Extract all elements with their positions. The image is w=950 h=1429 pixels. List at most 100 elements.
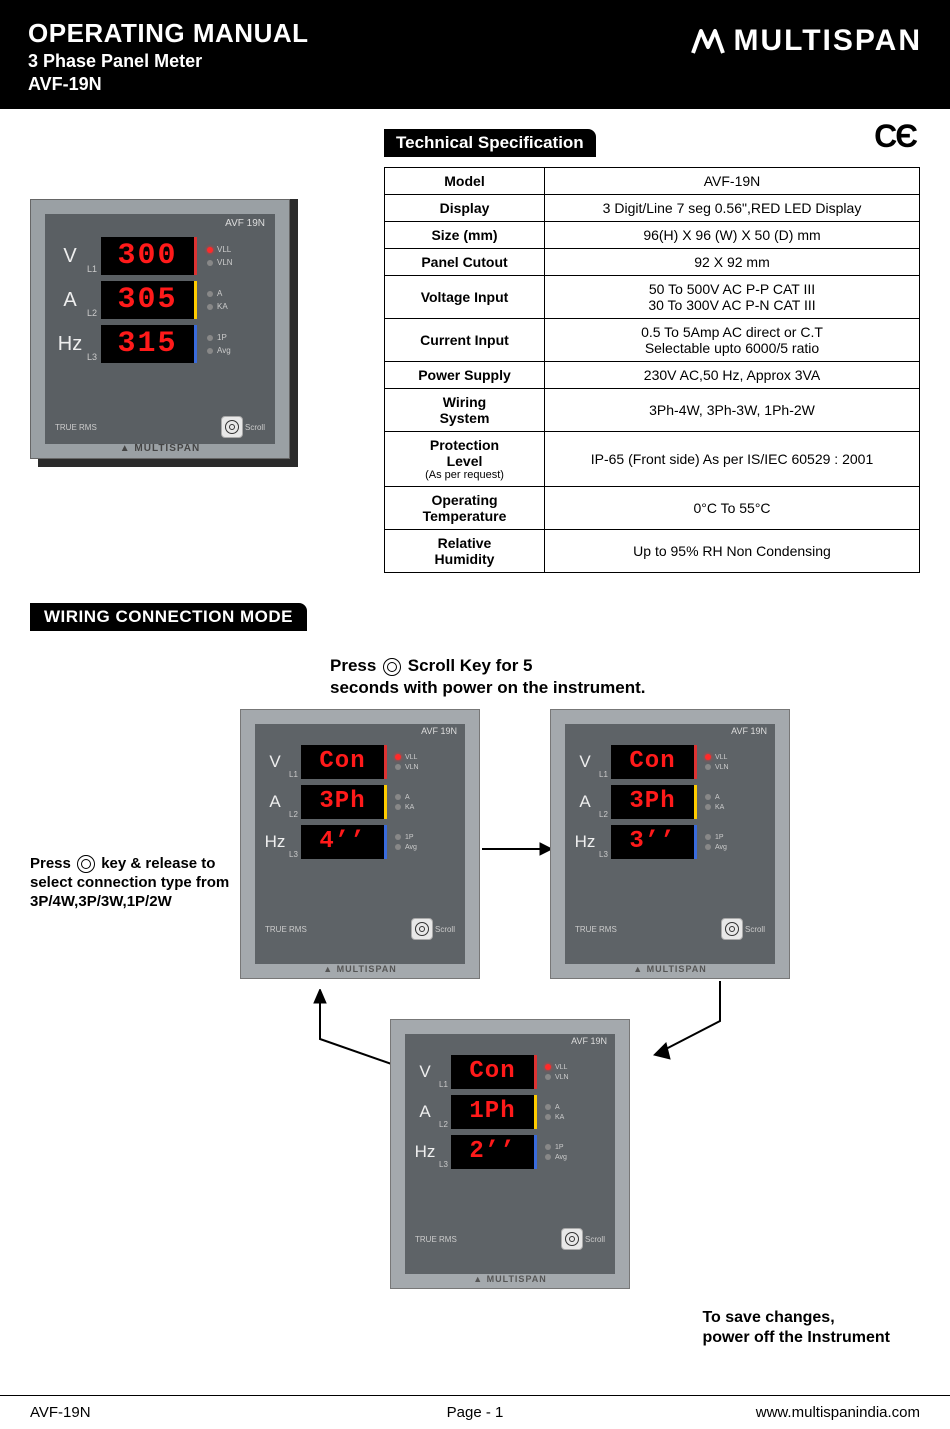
spec-label: Protection Level(As per request) xyxy=(385,432,545,487)
true-rms-badge: TRUE RMS xyxy=(265,925,307,934)
spec-label: Panel Cutout xyxy=(385,249,545,276)
scroll-icon xyxy=(415,922,429,936)
table-row: ModelAVF-19N xyxy=(385,168,920,195)
unit-v: V xyxy=(53,245,87,268)
seg-display-1: 300 xyxy=(101,237,197,275)
seg-display-3: 315 xyxy=(101,325,197,363)
device-model-label: AVF 19N xyxy=(731,726,767,736)
true-rms-badge: TRUE RMS xyxy=(575,925,617,934)
spec-label: Size (mm) xyxy=(385,222,545,249)
spec-value: AVF-19N xyxy=(545,168,920,195)
scroll-icon xyxy=(77,855,95,873)
spec-value: 96(H) X 96 (W) X 50 (D) mm xyxy=(545,222,920,249)
device-brand-label: ▲ MULTISPAN xyxy=(241,964,479,974)
scroll-button[interactable] xyxy=(411,918,433,940)
scroll-button[interactable] xyxy=(721,918,743,940)
seg-display: 4’’ xyxy=(301,825,387,859)
led-ka xyxy=(207,304,213,310)
footer-page: Page - 1 xyxy=(447,1404,504,1421)
scroll-button[interactable] xyxy=(221,416,243,438)
table-row: Relative HumidityUp to 95% RH Non Conden… xyxy=(385,530,920,573)
seg-display: 1Ph xyxy=(451,1095,537,1129)
wiring-instruction-top: Press Scroll Key for 5 seconds with powe… xyxy=(330,655,920,699)
line-l3: L3 xyxy=(87,352,101,366)
table-row: Operating Temperature0°C To 55°C xyxy=(385,487,920,530)
led-1p xyxy=(207,335,213,341)
scroll-label: Scroll xyxy=(245,423,265,432)
spec-value: 3 Digit/Line 7 seg 0.56",RED LED Display xyxy=(545,195,920,222)
table-row: Panel Cutout92 X 92 mm xyxy=(385,249,920,276)
seg-display: Con xyxy=(611,745,697,779)
spec-value: 0.5 To 5Amp AC direct or C.T Selectable … xyxy=(545,319,920,362)
page-footer: AVF-19N Page - 1 www.multispanindia.com xyxy=(0,1395,950,1429)
footer-url: www.multispanindia.com xyxy=(756,1404,920,1421)
brand-text: MULTISPAN xyxy=(733,24,922,58)
spec-value: 3Ph-4W, 3Ph-3W, 1Ph-2W xyxy=(545,389,920,432)
led-a xyxy=(207,291,213,297)
tech-spec-heading: Technical Specification xyxy=(384,129,596,157)
multispan-logo-icon xyxy=(691,27,725,55)
spec-value: Up to 95% RH Non Condensing xyxy=(545,530,920,573)
spec-value: 230V AC,50 Hz, Approx 3VA xyxy=(545,362,920,389)
unit-hz: Hz xyxy=(53,333,87,356)
spec-label: Wiring System xyxy=(385,389,545,432)
brand-logo: MULTISPAN xyxy=(691,24,922,58)
device-brand-label: ▲ MULTISPAN xyxy=(551,964,789,974)
scroll-icon xyxy=(725,922,739,936)
table-row: Power Supply230V AC,50 Hz, Approx 3VA xyxy=(385,362,920,389)
wiring-heading: WIRING CONNECTION MODE xyxy=(30,603,307,631)
doc-subtitle-2: AVF-19N xyxy=(28,74,309,95)
device-model-label: AVF 19N xyxy=(225,218,265,229)
seg-display: Con xyxy=(451,1055,537,1089)
seg-display-2: 305 xyxy=(101,281,197,319)
spec-label: Model xyxy=(385,168,545,195)
scroll-icon xyxy=(225,420,239,434)
led-avg xyxy=(207,348,213,354)
spec-label: Relative Humidity xyxy=(385,530,545,573)
table-row: Display3 Digit/Line 7 seg 0.56",RED LED … xyxy=(385,195,920,222)
wiring-meter-3: AVF 19NVL1ConVLLVLNAL21PhAKAHzL32’’1PAvg… xyxy=(390,1019,630,1289)
ce-mark: CЄ xyxy=(874,118,916,155)
table-row: Voltage Input50 To 500V AC P-P CAT III 3… xyxy=(385,276,920,319)
seg-display: 3Ph xyxy=(611,785,697,819)
spec-label: Current Input xyxy=(385,319,545,362)
spec-label: Operating Temperature xyxy=(385,487,545,530)
seg-display: 3Ph xyxy=(301,785,387,819)
spec-label: Power Supply xyxy=(385,362,545,389)
doc-title: OPERATING MANUAL xyxy=(28,18,309,49)
wiring-instruction-left: Press key & release to select connection… xyxy=(30,855,230,911)
doc-subtitle-1: 3 Phase Panel Meter xyxy=(28,51,309,72)
wiring-instruction-save: To save changes, power off the Instrumen… xyxy=(702,1308,890,1350)
spec-value: 0°C To 55°C xyxy=(545,487,920,530)
spec-value: IP-65 (Front side) As per IS/IEC 60529 :… xyxy=(545,432,920,487)
seg-display: Con xyxy=(301,745,387,779)
tech-spec-table: ModelAVF-19NDisplay3 Digit/Line 7 seg 0.… xyxy=(384,167,920,573)
spec-label: Voltage Input xyxy=(385,276,545,319)
spec-value: 92 X 92 mm xyxy=(545,249,920,276)
arrow-down-icon xyxy=(650,981,730,1061)
table-row: Current Input0.5 To 5Amp AC direct or C.… xyxy=(385,319,920,362)
seg-display: 2’’ xyxy=(451,1135,537,1169)
header-band: OPERATING MANUAL 3 Phase Panel Meter AVF… xyxy=(0,0,950,109)
true-rms-badge: TRUE RMS xyxy=(415,1235,457,1244)
scroll-icon xyxy=(565,1232,579,1246)
footer-model: AVF-19N xyxy=(30,1404,91,1421)
true-rms-badge: TRUE RMS xyxy=(55,423,97,432)
device-model-label: AVF 19N xyxy=(421,726,457,736)
wiring-meter-1: AVF 19NVL1ConVLLVLNAL23PhAKAHzL34’’1PAvg… xyxy=(240,709,480,979)
device-brand-label: ▲ MULTISPAN xyxy=(391,1274,629,1284)
table-row: Wiring System3Ph-4W, 3Ph-3W, 1Ph-2W xyxy=(385,389,920,432)
unit-a: A xyxy=(53,289,87,312)
arrow-right-icon xyxy=(482,839,552,859)
led-vln xyxy=(207,260,213,266)
line-l1: L1 xyxy=(87,264,101,278)
product-photo: AVF 19N V L1 300 VLL VLN xyxy=(30,199,360,479)
scroll-icon xyxy=(383,658,401,676)
spec-label: Display xyxy=(385,195,545,222)
line-l2: L2 xyxy=(87,308,101,322)
device-model-label: AVF 19N xyxy=(571,1036,607,1046)
table-row: Protection Level(As per request)IP-65 (F… xyxy=(385,432,920,487)
led-vll xyxy=(207,247,213,253)
scroll-button[interactable] xyxy=(561,1228,583,1250)
device-brand-label: ▲ MULTISPAN xyxy=(31,443,289,454)
